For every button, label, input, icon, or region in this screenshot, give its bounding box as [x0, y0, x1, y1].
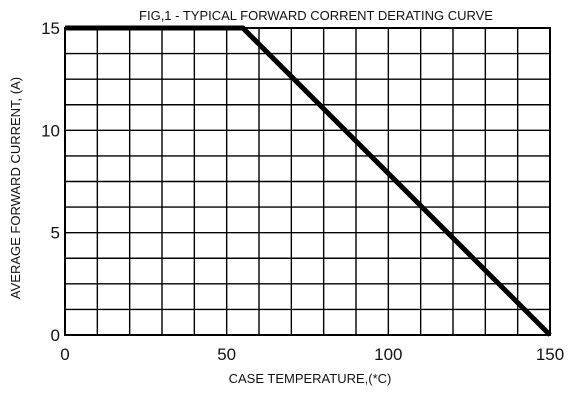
series-layer — [65, 25, 552, 337]
series-line-0 — [65, 25, 552, 337]
x-axis-label: CASE TEMPERATURE,(*C) — [229, 371, 392, 386]
plot-frame — [64, 27, 551, 336]
grid — [65, 28, 550, 335]
chart-title: FIG,1 - TYPICAL FORWARD CORRENT DERATING… — [139, 8, 493, 23]
x-tick-label: 50 — [217, 345, 236, 364]
tick-labels: 0 50 100 150 0 5 10 15 — [41, 19, 564, 364]
y-tick-label: 0 — [51, 326, 60, 345]
x-tick-label: 0 — [60, 345, 69, 364]
y-tick-label: 15 — [41, 19, 60, 38]
y-tick-label: 5 — [51, 224, 60, 243]
x-tick-label: 100 — [374, 345, 402, 364]
x-tick-label: 150 — [536, 345, 564, 364]
y-axis-label: AVERAGE FORWARD CURRENT, (A) — [8, 77, 23, 299]
y-tick-label: 10 — [41, 121, 60, 140]
